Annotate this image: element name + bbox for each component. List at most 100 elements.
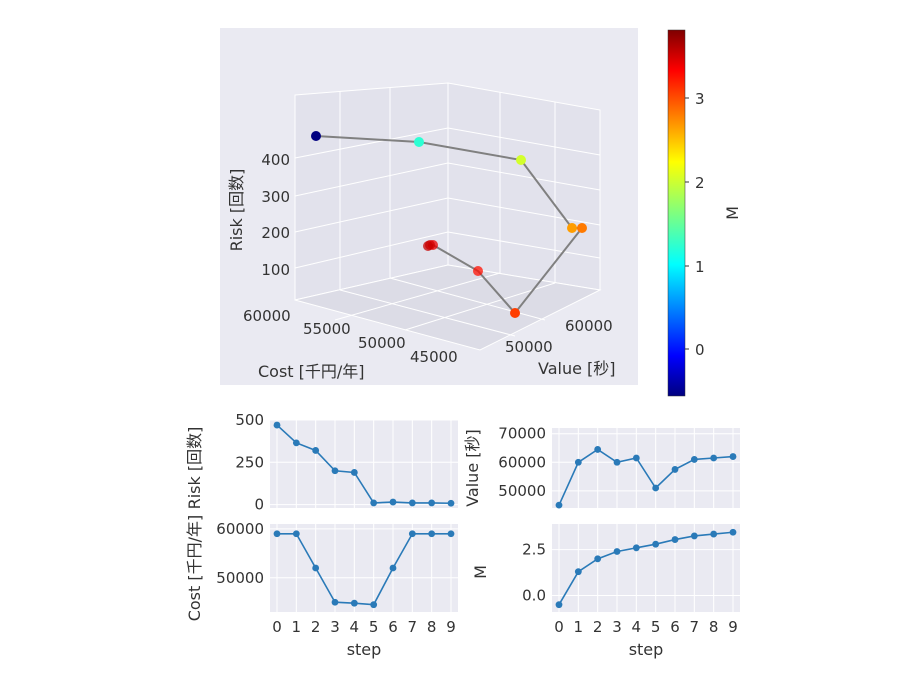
cost-point [331,598,339,606]
subplot-cost: 50000 60000 0 1 2 3 4 5 6 7 8 9 Cost [千円/年] step [185,515,458,659]
risk-point [370,499,378,507]
subplot-value: 50000 60000 70000 Value [秒] [463,425,740,509]
risk-point [312,447,320,454]
m-ytick: 0.0 [522,587,546,605]
risk-point [447,499,455,507]
m-point [710,530,718,538]
point-3d-step-4 [577,223,587,233]
point-3d-step-1 [414,137,424,147]
risk-point [331,467,339,475]
colorbar-tick-3: 3 [695,90,705,108]
z-tick-400: 400 [261,151,290,169]
cost-xtick: 7 [408,618,418,636]
value-line [558,448,734,506]
colorbar-tick-2: 2 [695,174,705,192]
cost-ytick: 50000 [216,569,264,587]
cost-line [277,532,451,606]
subplot-risk: 0 250 500 Risk [回数] [185,411,458,514]
point-3d-step-6 [473,266,483,276]
cost-xlabel: step [347,640,382,659]
m-point [652,540,660,548]
value-point [729,453,737,460]
m-point [671,536,679,543]
value-point [574,458,582,466]
y-tick-60000: 60000 [565,317,613,335]
cost-point [292,530,300,538]
cost-xtick: 3 [330,618,340,636]
point-3d-step-9 [423,241,433,251]
m-point [574,568,582,576]
m-point [632,544,640,552]
value-point [710,454,718,462]
plot-3d: 400 300 200 100 Risk [回数] 60000 55000 50… [220,28,638,385]
value-ytick: 50000 [498,482,546,500]
cost-point [389,564,397,572]
cost-point [350,599,358,607]
m-point [555,601,563,609]
colorbar-gradient [667,29,686,397]
m-xtick: 9 [728,618,738,636]
risk-line [276,424,452,505]
m-xtick: 2 [593,618,603,636]
m-xtick: 4 [632,618,642,636]
cost-point [370,601,378,609]
x-axis-label: Cost [千円/年] [258,362,365,381]
cost-point [408,530,416,538]
point-3d-step-5 [510,308,520,318]
value-point [555,501,563,509]
m-xtick: 1 [574,618,584,636]
colorbar: 0 1 2 3 M [667,29,742,397]
subplot-m: 0.0 2.5 0 1 2 3 4 5 6 7 8 9 M step [471,524,740,659]
cost-xtick: 2 [311,618,321,636]
colorbar-tick-1: 1 [695,258,705,276]
floor-pane [294,264,602,351]
x-tick-55000: 55000 [303,320,351,338]
colorbar-label: M [723,206,742,220]
x-tick-50000: 50000 [358,334,406,352]
value-point [594,446,602,453]
value-point [671,466,679,473]
risk-ytick: 0 [254,496,264,514]
cost-point [273,530,281,538]
m-ylabel: M [471,565,490,579]
cost-xtick: 8 [427,618,437,636]
colorbar-tick-0: 0 [695,341,705,359]
y-tick-50000: 50000 [505,338,553,356]
m-ytick: 2.5 [522,541,546,559]
cost-ylabel: Cost [千円/年] [185,515,204,622]
risk-point [428,499,436,507]
risk-point [350,469,358,476]
cost-point [447,530,455,538]
value-ytick: 60000 [498,453,546,471]
cost-xtick: 0 [272,618,282,636]
m-xtick: 3 [612,618,622,636]
y-axis-label: Value [秒] [538,359,616,378]
m-xtick: 5 [651,618,661,636]
cost-xtick: 6 [388,618,398,636]
back-pane-right [447,82,601,291]
z-axis-label: Risk [回数] [227,169,246,252]
x-tick-60000: 60000 [243,307,291,325]
x-tick-45000: 45000 [410,348,458,366]
point-3d-step-3 [567,223,577,233]
m-line [558,531,734,606]
value-ylabel: Value [秒] [463,429,482,507]
cost-ytick: 60000 [216,520,264,538]
value-point [613,458,621,466]
z-tick-100: 100 [261,261,290,279]
cost-xtick: 5 [369,618,379,636]
grid-3d [294,87,601,337]
m-xtick: 8 [709,618,719,636]
risk-ytick: 500 [235,411,264,429]
risk-point [273,421,281,429]
cost-point [428,530,436,538]
m-xtick: 7 [690,618,700,636]
value-point [632,454,640,462]
z-tick-200: 200 [261,224,290,242]
risk-point [292,439,300,447]
point-3d-step-2 [516,155,526,165]
value-point [690,456,698,463]
cost-xtick: 9 [446,618,456,636]
z-tick-300: 300 [261,188,290,206]
